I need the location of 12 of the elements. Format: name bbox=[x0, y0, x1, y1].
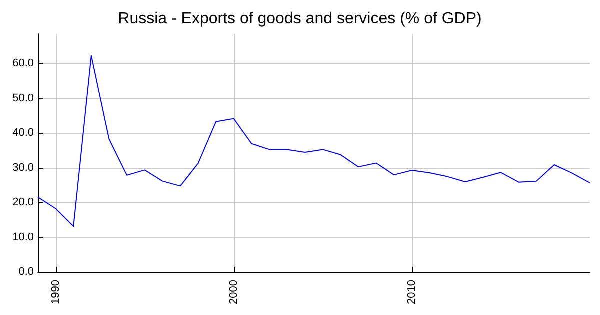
x-tick-label: 2000 bbox=[228, 280, 240, 304]
x-tick-label: 2010 bbox=[406, 280, 418, 304]
y-tick-label: 40.0 bbox=[12, 127, 34, 140]
x-tick-label: 1990 bbox=[50, 280, 62, 304]
y-tick-label: 20.0 bbox=[12, 196, 34, 209]
y-tick-label: 10.0 bbox=[12, 231, 34, 244]
line-series bbox=[38, 55, 590, 227]
y-tick-label: 0.0 bbox=[18, 266, 34, 278]
y-tick-label: 50.0 bbox=[12, 92, 34, 104]
y-tick-label: 60.0 bbox=[12, 58, 34, 70]
chart-title: Russia - Exports of goods and services (% of GDP) bbox=[118, 10, 482, 28]
y-tick-label: 30.0 bbox=[12, 162, 34, 174]
